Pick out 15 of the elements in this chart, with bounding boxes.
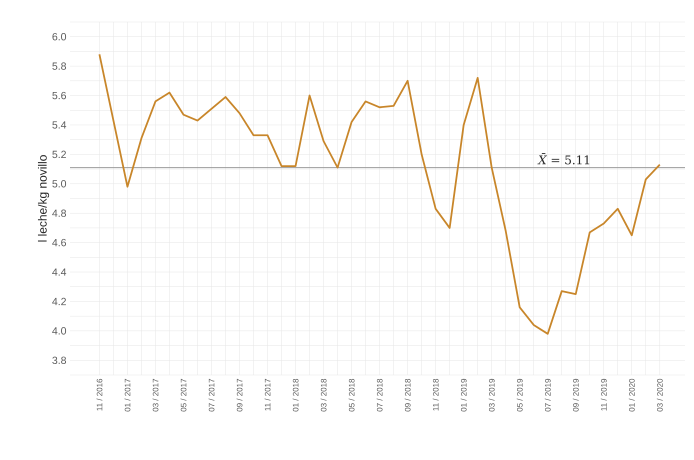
y-tick-label: 4.6 (52, 238, 66, 246)
y-tick-label: 4.2 (52, 298, 66, 306)
y-axis-title: l leche/kg novillo (38, 155, 50, 242)
ref-line-label: X̄ = 5.11 (537, 153, 590, 164)
y-tick-label: 4.4 (52, 268, 66, 276)
y-tick-label: 5.4 (52, 121, 66, 129)
y-tick-label: 5.2 (52, 150, 66, 158)
y-tick-label: 5.6 (52, 92, 66, 100)
y-tick-label: 4.8 (52, 210, 66, 217)
y-tick-label: 6.0 (52, 33, 66, 40)
y-tick-label: 3.8 (52, 356, 66, 364)
y-tick-label: 5.8 (52, 62, 66, 70)
y-tick-label: 5.0 (52, 180, 66, 188)
line-series (98, 53, 661, 335)
y-tick-label: 4.0 (52, 327, 66, 335)
